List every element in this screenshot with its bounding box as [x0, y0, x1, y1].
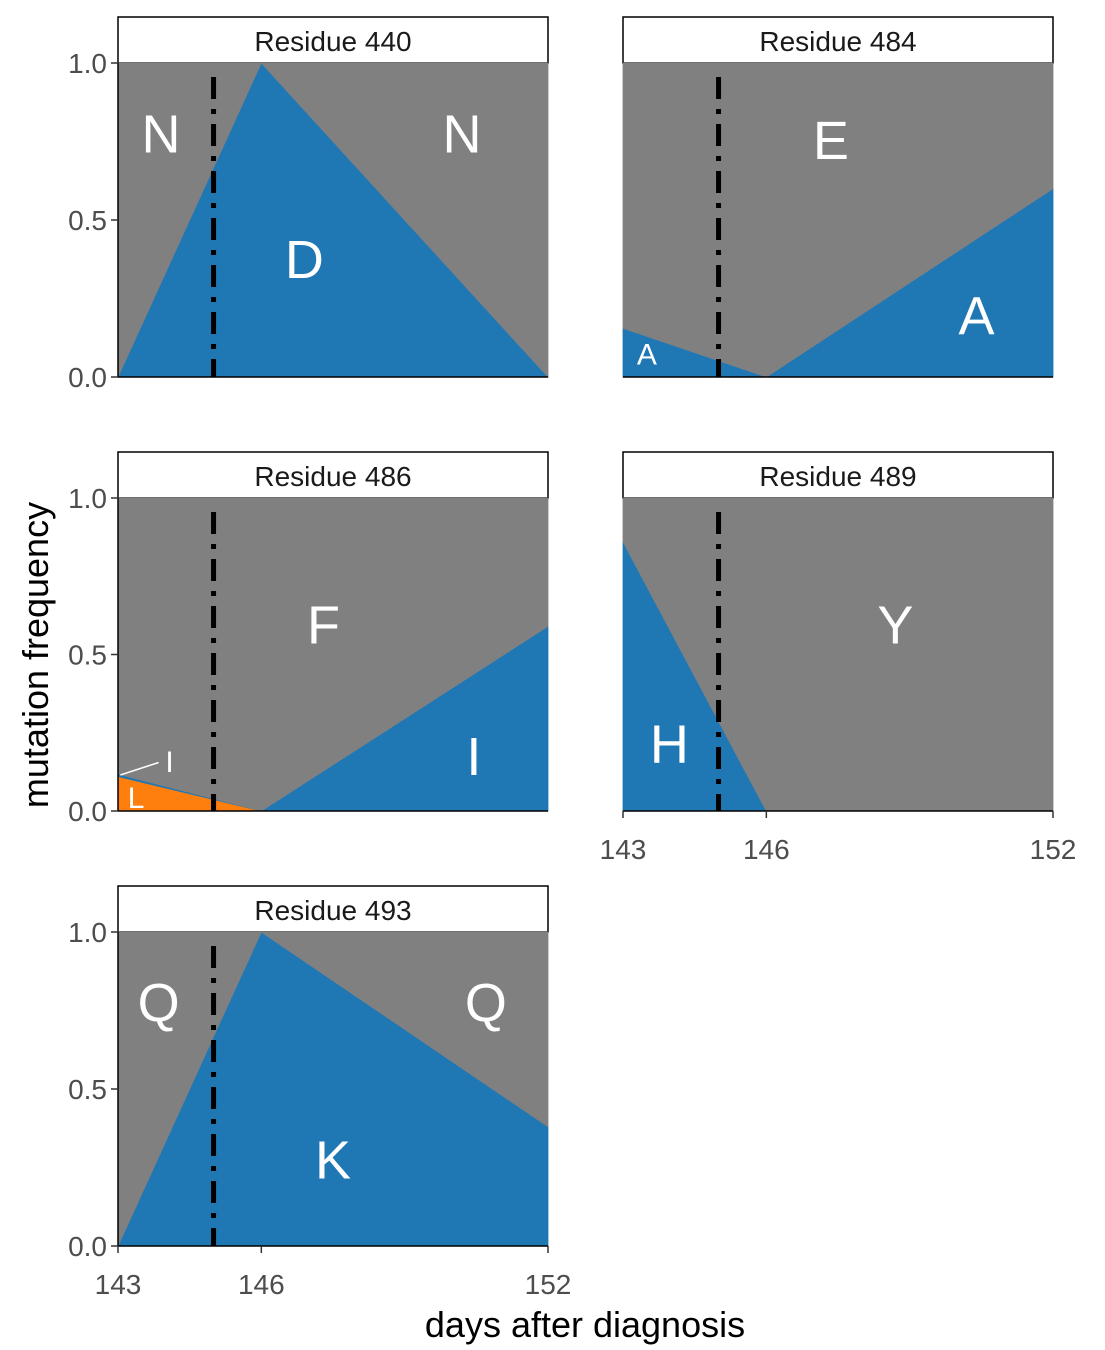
- region-label-q: Q: [465, 974, 507, 1034]
- y-tick-label: 0.0: [68, 796, 107, 827]
- region-label-l: L: [128, 782, 145, 815]
- region-label-a: A: [637, 339, 657, 372]
- region-label-a: A: [959, 287, 995, 347]
- panel-strip: [117, 451, 549, 499]
- panel-title: Residue 484: [759, 26, 916, 57]
- y-tick-label: 0.5: [68, 1074, 107, 1105]
- facet-panel-2: Residue 484 E A A: [622, 16, 1054, 378]
- x-tick-label: 146: [743, 834, 790, 865]
- x-tick-label: 152: [525, 1269, 572, 1300]
- panel-title: Residue 489: [759, 461, 916, 492]
- x-tick-label: 143: [95, 1269, 142, 1300]
- x-tick-label: 143: [600, 834, 647, 865]
- label-leader-line: [120, 761, 159, 776]
- region-label-n: N: [443, 105, 482, 165]
- y-tick-label: 1.0: [68, 48, 107, 79]
- region-label-d: D: [285, 230, 324, 290]
- region-label-i: I: [466, 727, 481, 787]
- panel-title: Residue 486: [254, 461, 411, 492]
- y-tick-label: 1.0: [68, 483, 107, 514]
- panel-title: Residue 440: [254, 26, 411, 57]
- y-tick-label: 0.5: [68, 640, 107, 671]
- panel-strip: [117, 16, 549, 64]
- facet-panel-5: Residue 493 Q Q K 0.0 0.5 1.0 143 146 152: [68, 885, 572, 1300]
- region-label-k: K: [315, 1131, 351, 1191]
- region-label-e: E: [813, 111, 849, 171]
- y-tick-label: 0.5: [68, 205, 107, 236]
- panel-title: Residue 493: [254, 895, 411, 926]
- y-axis-title: mutation frequency: [15, 502, 56, 808]
- x-tick-label: 146: [238, 1269, 285, 1300]
- x-tick-label: 152: [1030, 834, 1077, 865]
- y-tick-label: 0.0: [68, 1231, 107, 1262]
- facet-panel-4: Residue 489 Y H 143 146 152: [600, 451, 1077, 865]
- region-label-y: Y: [877, 596, 913, 656]
- panel-strip: [622, 16, 1054, 64]
- facet-panel-1: Residue 440 N N D 0.0 0.5 1.0: [68, 16, 549, 393]
- y-tick-label: 0.0: [68, 362, 107, 393]
- region-label-f: F: [307, 596, 340, 656]
- region-label-h: H: [650, 715, 689, 775]
- region-label-n: N: [142, 105, 181, 165]
- y-tick-label: 1.0: [68, 917, 107, 948]
- region-label-i: I: [165, 746, 173, 779]
- x-axis-title: days after diagnosis: [425, 1304, 745, 1345]
- area-e: [622, 62, 1054, 378]
- panel-strip: [622, 451, 1054, 499]
- region-label-q: Q: [138, 974, 180, 1034]
- panel-strip: [117, 885, 549, 933]
